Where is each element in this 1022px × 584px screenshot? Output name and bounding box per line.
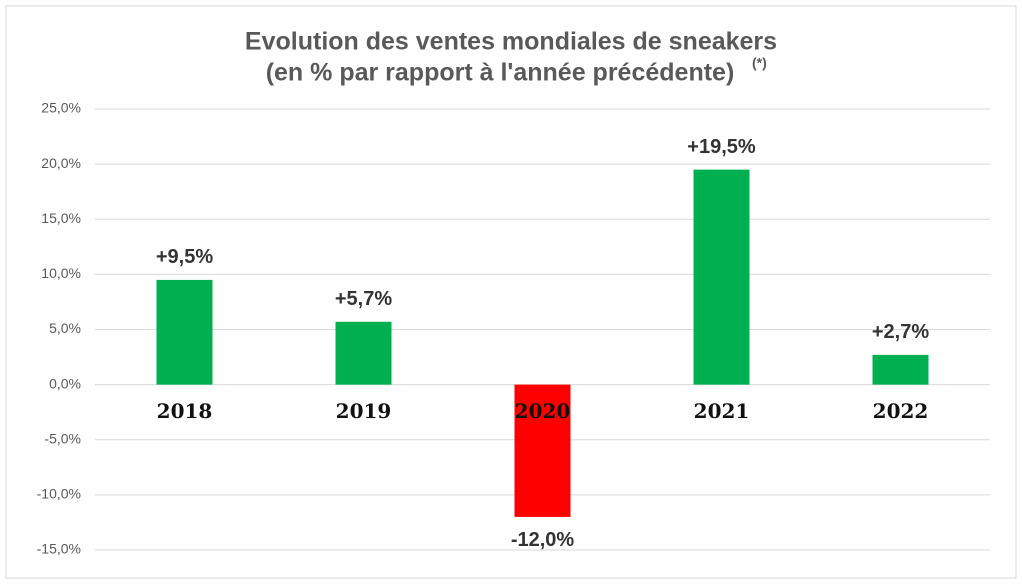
bar bbox=[693, 169, 750, 385]
x-tick-label: 2021 bbox=[694, 399, 750, 423]
chart-title: Evolution des ventes mondiales de sneake… bbox=[245, 28, 777, 56]
y-tick-label: 25,0% bbox=[41, 100, 81, 116]
y-tick-label: 5,0% bbox=[49, 320, 81, 336]
y-tick-label: -15,0% bbox=[37, 541, 81, 557]
value-label: +9,5% bbox=[156, 246, 213, 268]
bar bbox=[872, 354, 929, 385]
bar bbox=[514, 384, 571, 517]
y-tick-label: 15,0% bbox=[41, 210, 81, 226]
chart-subtitle: (en % par rapport à l'année précédente) bbox=[266, 59, 735, 87]
value-label: +2,7% bbox=[872, 321, 929, 343]
x-tick-label: 2022 bbox=[873, 399, 929, 423]
y-tick-label: -5,0% bbox=[44, 430, 81, 446]
bar bbox=[335, 321, 392, 385]
title-note: (*) bbox=[752, 55, 767, 71]
value-label: +19,5% bbox=[687, 136, 756, 158]
x-tick-label: 2018 bbox=[157, 399, 213, 423]
y-tick-label: 20,0% bbox=[41, 155, 81, 171]
value-label: +5,7% bbox=[335, 288, 392, 310]
bar bbox=[156, 279, 213, 385]
y-tick-label: 0,0% bbox=[49, 375, 81, 391]
y-tick-label: -10,0% bbox=[37, 486, 81, 502]
x-tick-label: 2020 bbox=[515, 399, 571, 423]
y-tick-label: 10,0% bbox=[41, 265, 81, 281]
x-tick-label: 2019 bbox=[336, 399, 392, 423]
value-label: -12,0% bbox=[511, 529, 575, 551]
